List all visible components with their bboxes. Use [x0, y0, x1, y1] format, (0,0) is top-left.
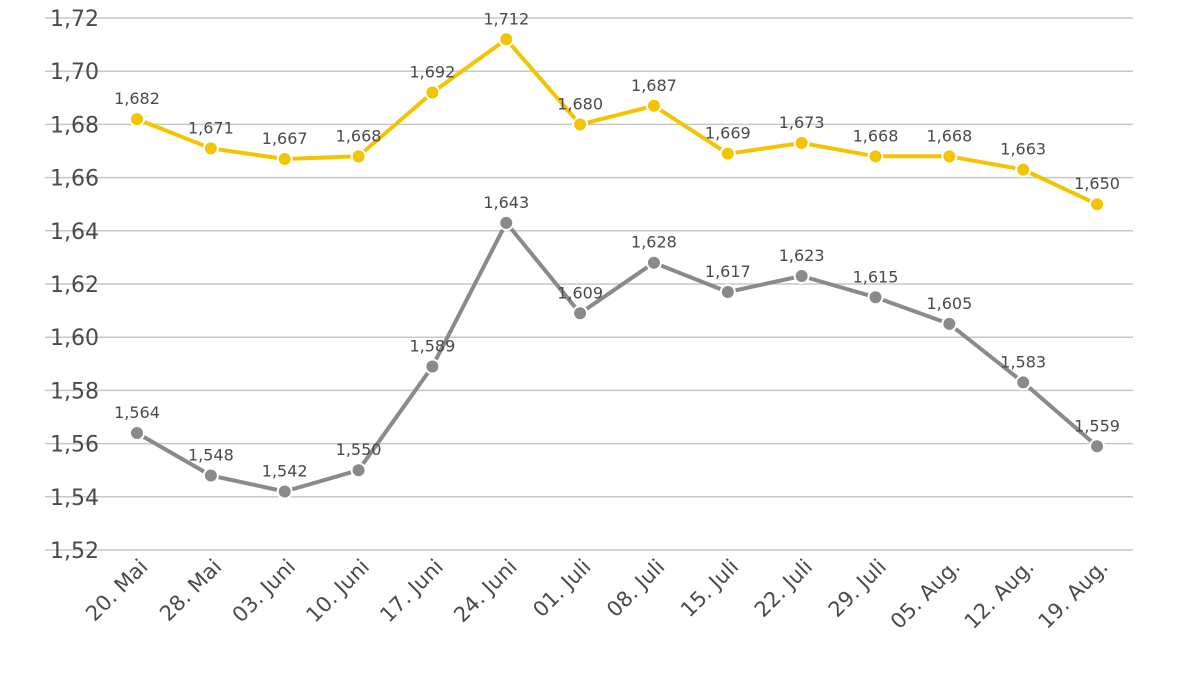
data-label: 1,673	[779, 113, 825, 132]
gridlines	[45, 17, 1133, 551]
yellow-series-point	[793, 135, 810, 152]
x-tick-label: 03. Juni	[228, 555, 301, 628]
x-tick-label: 24. Juni	[449, 555, 522, 628]
data-label: 1,628	[631, 233, 677, 252]
data-label: 1,680	[557, 94, 603, 113]
x-tick-label: 20. Mai	[81, 555, 152, 626]
yellow-series-point	[719, 145, 736, 162]
yellow-series-point	[867, 148, 884, 165]
y-axis-tick-labels: 1,52 1,54 1,56 1,58 1,60 1,62 1,64 1,66 1,68 1,70…	[50, 7, 99, 564]
gray-series-point	[793, 268, 810, 285]
y-tick-label: 1,58	[50, 379, 99, 404]
yellow-series-point	[202, 140, 219, 157]
data-label: 1,548	[188, 446, 234, 465]
y-tick-label: 1,60	[50, 326, 99, 351]
data-label: 1,559	[1074, 416, 1120, 435]
gray-series-point	[645, 254, 662, 271]
data-label: 1,605	[926, 294, 972, 313]
data-label: 1,668	[336, 126, 382, 145]
data-label: 1,564	[114, 403, 160, 422]
y-tick-label: 1,54	[50, 486, 99, 511]
data-label: 1,643	[483, 193, 529, 212]
data-label: 1,671	[188, 118, 234, 137]
data-label: 1,667	[262, 129, 308, 148]
x-tick-label: 29. Juli	[824, 555, 891, 622]
yellow-series-point	[572, 116, 589, 133]
yellow-series-point	[129, 111, 145, 128]
data-label: 1,669	[705, 124, 751, 143]
x-axis-tick-labels: 20. Mai 28. Mai 03. Juni 10. Juni 17. Juni 24…	[81, 555, 1112, 634]
gray-series-point	[719, 283, 736, 300]
y-tick-label: 1,52	[50, 539, 99, 564]
gray-series-point	[202, 467, 219, 484]
data-label: 1,609	[557, 283, 603, 302]
x-tick-label: 01. Juli	[528, 555, 595, 622]
x-tick-label: 08. Juli	[602, 555, 669, 622]
data-label: 1,583	[1000, 352, 1046, 371]
gray-series-point	[1015, 374, 1032, 391]
y-tick-label: 1,62	[50, 273, 99, 298]
data-labels: 1,682 1,671 1,667 1,668 1,692 1,712 1,680 1,687…	[114, 9, 1120, 480]
gray-series-point	[941, 315, 958, 332]
data-label: 1,615	[853, 267, 899, 286]
gray-series-point	[498, 214, 515, 231]
data-label: 1,550	[336, 440, 382, 459]
x-tick-label: 15. Juli	[676, 555, 743, 622]
gray-series-point	[867, 289, 884, 306]
yellow-series-point	[350, 148, 367, 165]
gray-series-point	[350, 462, 367, 479]
y-tick-label: 1,56	[50, 433, 99, 458]
data-label: 1,542	[262, 461, 308, 480]
yellow-series-point	[498, 31, 515, 48]
yellow-series-point	[276, 150, 293, 167]
gray-series-point	[572, 305, 589, 322]
yellow-series-point	[1089, 196, 1106, 213]
yellow-series-point	[645, 97, 662, 114]
gray-series-point	[129, 424, 145, 441]
x-tick-label: 17. Juni	[375, 555, 448, 628]
data-label: 1,663	[1000, 140, 1046, 159]
y-tick-label: 1,70	[50, 60, 99, 85]
x-tick-label: 10. Juni	[301, 555, 374, 628]
x-tick-label: 22. Juli	[750, 555, 817, 622]
y-tick-label: 1,64	[50, 220, 99, 245]
data-label: 1,668	[853, 126, 899, 145]
y-tick-label: 1,72	[50, 7, 99, 32]
gray-series-point	[1089, 438, 1106, 455]
data-label: 1,617	[705, 262, 751, 281]
data-label: 1,623	[779, 246, 825, 265]
x-tick-label: 28. Mai	[155, 555, 226, 626]
yellow-series-line	[135, 37, 1099, 207]
data-label: 1,650	[1074, 174, 1120, 193]
gray-series-point	[424, 358, 441, 375]
x-tick-label: 19. Aug.	[1034, 555, 1113, 634]
data-label: 1,687	[631, 76, 677, 95]
data-label: 1,712	[483, 9, 529, 28]
data-label: 1,589	[409, 336, 455, 355]
x-tick-label: 12. Aug.	[960, 555, 1039, 634]
yellow-series-point	[941, 148, 958, 165]
gray-series-line	[135, 220, 1099, 494]
data-label: 1,668	[926, 126, 972, 145]
series-lines	[129, 31, 1106, 500]
x-tick-label: 05. Aug.	[886, 555, 965, 634]
data-label: 1,692	[409, 62, 455, 81]
y-tick-label: 1,66	[50, 167, 99, 192]
data-label: 1,682	[114, 89, 160, 108]
gray-series-point	[276, 483, 293, 500]
y-tick-label: 1,68	[50, 113, 99, 138]
yellow-series-point	[1015, 161, 1032, 178]
yellow-series-point	[424, 84, 441, 101]
